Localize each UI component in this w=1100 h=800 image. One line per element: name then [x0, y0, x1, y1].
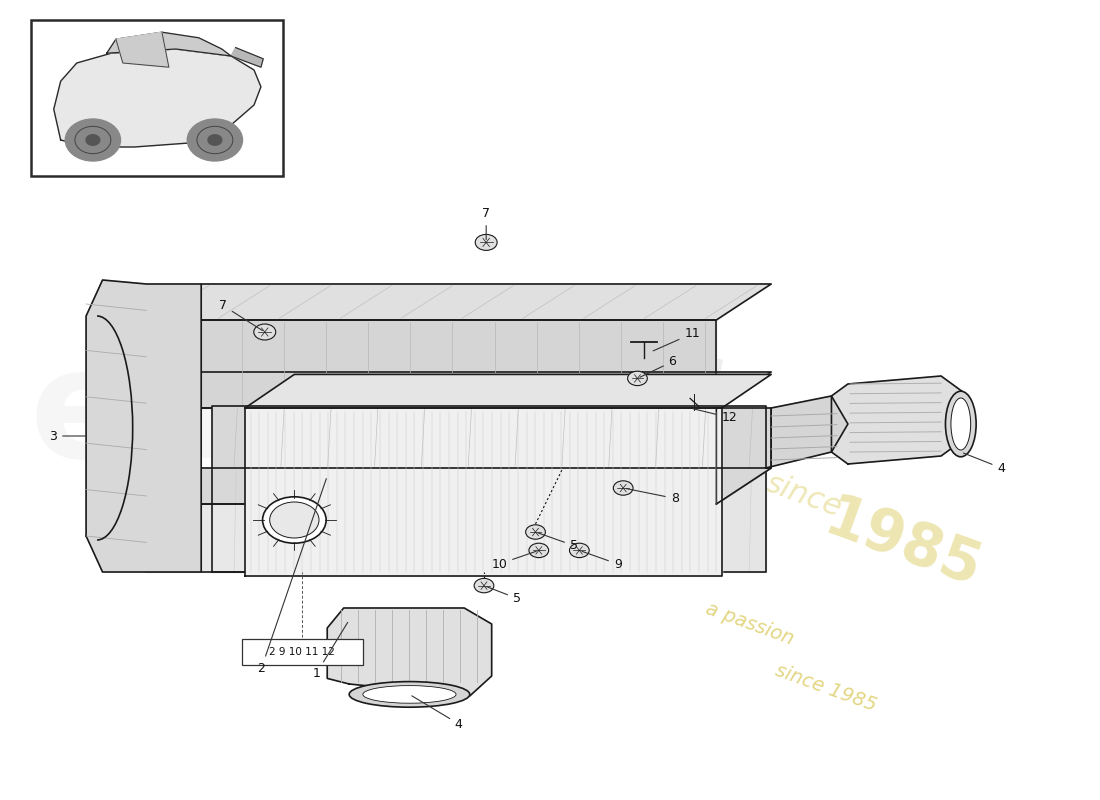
Circle shape — [628, 371, 647, 386]
Polygon shape — [245, 408, 722, 576]
Circle shape — [570, 543, 590, 558]
Text: 5: 5 — [538, 533, 578, 552]
Circle shape — [529, 543, 549, 558]
Polygon shape — [146, 372, 771, 408]
Polygon shape — [716, 408, 771, 504]
Text: eu: eu — [30, 342, 242, 490]
Text: 2 9 10 11 12: 2 9 10 11 12 — [270, 647, 336, 657]
Ellipse shape — [86, 134, 100, 146]
Ellipse shape — [208, 134, 222, 146]
Text: 4: 4 — [411, 696, 463, 730]
Polygon shape — [54, 49, 261, 147]
Polygon shape — [327, 608, 492, 696]
Polygon shape — [146, 284, 771, 320]
Polygon shape — [146, 504, 716, 572]
Polygon shape — [766, 396, 848, 468]
Polygon shape — [212, 468, 766, 572]
FancyBboxPatch shape — [242, 639, 363, 665]
Polygon shape — [146, 320, 716, 408]
Circle shape — [526, 525, 546, 539]
Polygon shape — [86, 280, 201, 572]
Circle shape — [475, 234, 497, 250]
Text: a passion: a passion — [703, 599, 796, 649]
Text: 7: 7 — [219, 299, 263, 330]
Circle shape — [254, 324, 276, 340]
Text: 10: 10 — [492, 551, 536, 570]
Ellipse shape — [950, 398, 970, 450]
Text: 8: 8 — [626, 489, 679, 505]
Text: 1: 1 — [312, 622, 348, 680]
Ellipse shape — [270, 502, 319, 538]
Polygon shape — [231, 48, 263, 67]
Polygon shape — [116, 32, 169, 67]
Text: 9: 9 — [582, 551, 621, 570]
Text: 1985: 1985 — [816, 490, 989, 598]
Text: 7: 7 — [482, 207, 491, 240]
Text: since 1985: since 1985 — [772, 661, 879, 715]
Text: 11: 11 — [653, 327, 700, 351]
Text: 3: 3 — [50, 430, 87, 442]
Text: 4: 4 — [964, 453, 1005, 474]
Text: since: since — [762, 469, 846, 523]
Text: 6: 6 — [640, 355, 676, 378]
Polygon shape — [212, 406, 766, 468]
Text: 5: 5 — [486, 586, 521, 605]
Ellipse shape — [349, 682, 470, 707]
Text: 12: 12 — [693, 409, 737, 424]
Ellipse shape — [187, 119, 242, 161]
Polygon shape — [146, 468, 201, 572]
Text: 2: 2 — [257, 478, 327, 674]
Bar — [31, 20, 284, 176]
Circle shape — [474, 578, 494, 593]
Circle shape — [614, 481, 634, 495]
Polygon shape — [832, 376, 968, 464]
Polygon shape — [146, 284, 201, 408]
Text: eu-spares: eu-spares — [201, 338, 727, 430]
Ellipse shape — [363, 686, 456, 703]
Ellipse shape — [945, 391, 976, 457]
Polygon shape — [146, 468, 771, 504]
Ellipse shape — [263, 497, 326, 543]
Polygon shape — [107, 32, 231, 56]
Polygon shape — [245, 374, 771, 408]
Ellipse shape — [65, 119, 121, 161]
